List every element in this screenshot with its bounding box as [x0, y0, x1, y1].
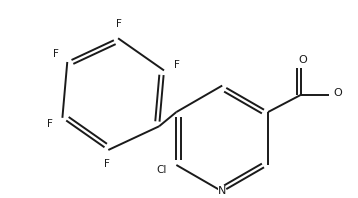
Text: F: F	[47, 119, 53, 129]
Text: F: F	[174, 60, 180, 69]
Text: N: N	[218, 187, 226, 196]
Text: O: O	[334, 88, 343, 98]
Text: Cl: Cl	[156, 166, 167, 175]
Text: F: F	[53, 49, 59, 59]
Text: F: F	[104, 159, 110, 169]
Text: O: O	[298, 55, 307, 65]
Text: F: F	[116, 19, 122, 29]
